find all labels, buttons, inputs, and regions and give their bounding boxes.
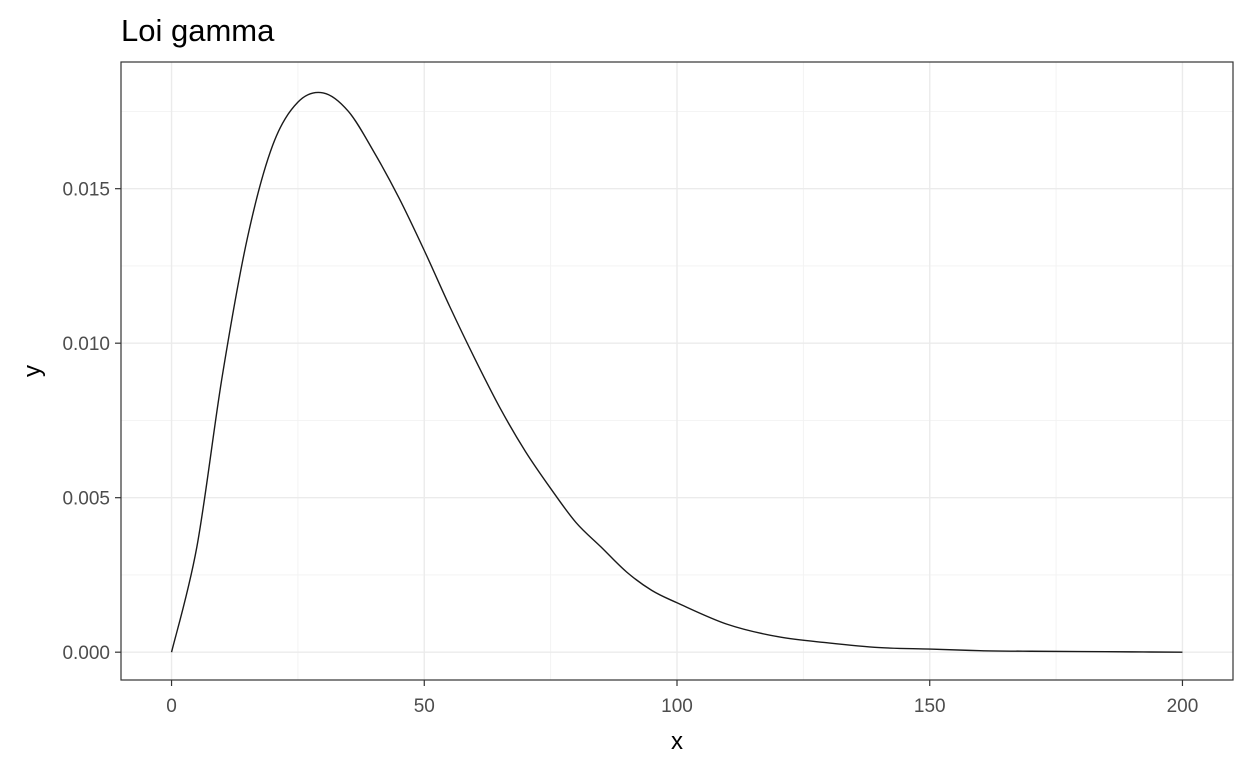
x-tick-label: 0 [166, 696, 177, 717]
major-gridlines [121, 62, 1233, 680]
y-axis-title: y [19, 365, 46, 377]
chart-title: Loi gamma [121, 13, 275, 48]
x-tick-label: 50 [414, 696, 435, 717]
x-tick-label: 100 [661, 696, 693, 717]
y-axis: 0.000 0.005 0.010 0.015 [62, 180, 121, 664]
density-curve [170, 91, 1183, 653]
x-axis-title: x [671, 728, 683, 755]
x-tick-label: 150 [914, 696, 946, 717]
y-tick-label: 0.000 [62, 643, 110, 664]
series-layer [170, 91, 1183, 653]
y-tick-label: 0.005 [62, 489, 110, 510]
x-tick-label: 200 [1167, 696, 1199, 717]
y-tick-label: 0.015 [62, 180, 110, 201]
y-tick-label: 0.010 [62, 334, 110, 355]
x-axis: 0 50 100 150 200 [166, 680, 1198, 717]
